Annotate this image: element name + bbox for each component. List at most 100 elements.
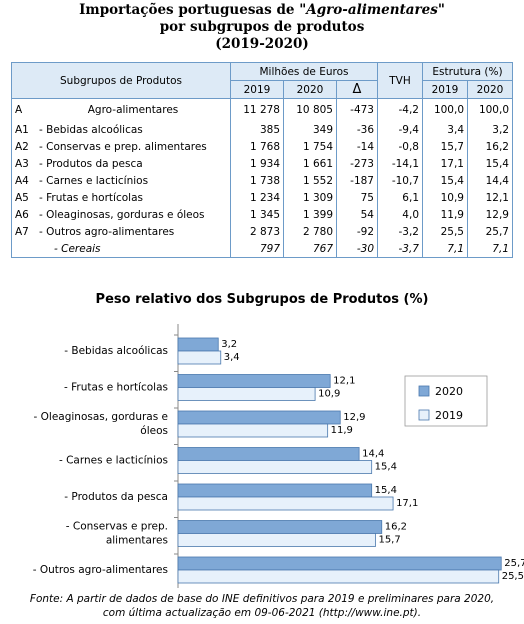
data-label: 10,9 bbox=[318, 389, 340, 400]
delta-cell: 75 bbox=[336, 189, 378, 206]
e2020-cell: 14,4 bbox=[467, 172, 513, 189]
v2020-cell: 767 bbox=[283, 240, 337, 258]
data-label: 3,4 bbox=[224, 352, 240, 363]
bar-2020 bbox=[177, 520, 383, 534]
tvh-cell: 6,1 bbox=[377, 189, 423, 206]
name-cell: Agro-alimentares bbox=[36, 98, 231, 121]
delta-cell: -187 bbox=[336, 172, 378, 189]
name-cell: - Produtos da pesca bbox=[36, 155, 231, 172]
code-cell: A5 bbox=[11, 189, 36, 206]
category-label: - Oleaginosas, gorduras e óleos bbox=[34, 411, 168, 437]
title-line1-italic: "Agro-alimentares" bbox=[299, 2, 445, 18]
bar-2020 bbox=[177, 556, 502, 571]
v2019-cell: 2 873 bbox=[230, 223, 284, 240]
header-tvh: TVH bbox=[377, 62, 423, 99]
delta-cell: -92 bbox=[336, 223, 378, 240]
bar-2020 bbox=[177, 374, 331, 388]
bar-2020 bbox=[177, 447, 360, 461]
tvh-cell: -0,8 bbox=[377, 138, 423, 155]
data-label: 16,2 bbox=[385, 522, 407, 533]
v2019-cell: 1 738 bbox=[230, 172, 284, 189]
e2019-cell: 25,5 bbox=[422, 223, 468, 240]
delta-cell: 54 bbox=[336, 206, 378, 223]
title-line1-prefix: Importações portuguesas de bbox=[79, 2, 300, 18]
e2020-cell: 16,2 bbox=[467, 138, 513, 155]
header-milhoes: Milhões de Euros bbox=[230, 62, 378, 81]
legend-box bbox=[404, 375, 488, 427]
v2020-cell: 1 309 bbox=[283, 189, 337, 206]
v2019-cell: 1 345 bbox=[230, 206, 284, 223]
name-cell: - Oleaginosas, gorduras e óleos bbox=[36, 206, 231, 223]
data-label: 12,9 bbox=[343, 412, 365, 423]
data-label: 25,7 bbox=[504, 558, 524, 569]
delta-cell: -273 bbox=[336, 155, 378, 172]
header-y2020: 2020 bbox=[283, 80, 337, 99]
e2019-cell: 15,7 bbox=[422, 138, 468, 155]
name-cell: - Frutas e hortícolas bbox=[36, 189, 231, 206]
e2020-cell: 100,0 bbox=[467, 98, 513, 121]
v2019-cell: 11 278 bbox=[230, 98, 284, 121]
name-cell: - Carnes e lacticínios bbox=[36, 172, 231, 189]
e2019-cell: 17,1 bbox=[422, 155, 468, 172]
delta-cell: -30 bbox=[336, 240, 378, 258]
source-note: Fonte: A partir de dados de base do INE … bbox=[0, 592, 524, 620]
data-label: 3,2 bbox=[221, 339, 237, 350]
bar-2020 bbox=[177, 410, 341, 425]
bar-2019 bbox=[177, 387, 316, 401]
data-label: 14,4 bbox=[362, 449, 384, 460]
v2020-cell: 1 754 bbox=[283, 138, 337, 155]
data-label: 15,7 bbox=[378, 535, 400, 546]
code-cell: A7 bbox=[11, 223, 36, 240]
source-line1: Fonte: A partir de dados de base do INE … bbox=[29, 593, 495, 605]
legend-label: 2019 bbox=[435, 409, 463, 422]
v2019-cell: 1 934 bbox=[230, 155, 284, 172]
v2020-cell: 349 bbox=[283, 121, 337, 138]
header-e2020: 2020 bbox=[467, 80, 513, 99]
chart-title: Peso relativo dos Subgrupos de Produtos … bbox=[95, 292, 429, 307]
data-label: 25,5 bbox=[502, 571, 524, 582]
table-row: A2- Conservas e prep. alimentares 1 768 1 … bbox=[11, 138, 513, 155]
table-row: A5- Frutas e hortícolas 1 234 1 309 75 6,1 10… bbox=[11, 189, 513, 206]
header-delta: Δ bbox=[336, 80, 378, 99]
header-subgrupos: Subgrupos de Produtos bbox=[11, 62, 231, 99]
legend-swatch bbox=[418, 385, 430, 397]
code-cell: A bbox=[11, 98, 36, 121]
tvh-cell: 4,0 bbox=[377, 206, 423, 223]
category-label: - Produtos da pesca bbox=[64, 491, 168, 503]
table-row: A3- Produtos da pesca 1 934 1 661 -273 -14,1… bbox=[11, 155, 513, 172]
table-row: A6- Oleaginosas, gorduras e óleos 1 345 1 … bbox=[11, 206, 513, 223]
delta-cell: -14 bbox=[336, 138, 378, 155]
data-label: 11,9 bbox=[331, 425, 353, 436]
v2019-cell: 385 bbox=[230, 121, 284, 138]
table-row: A4- Carnes e lacticínios 1 738 1 552 -187 -1… bbox=[11, 172, 513, 189]
name-cell: - Bebidas alcoólicas bbox=[36, 121, 231, 138]
e2020-cell: 12,1 bbox=[467, 189, 513, 206]
delta-cell: -36 bbox=[336, 121, 378, 138]
name-cell: - Outros agro-alimentares bbox=[36, 223, 231, 240]
table-header-row-1: Subgrupos de Produtos Milhões de Euros T… bbox=[11, 62, 513, 99]
title-line3: (2019-2020) bbox=[215, 36, 309, 52]
e2019-cell: 7,1 bbox=[422, 240, 468, 258]
header-y2019: 2019 bbox=[230, 80, 284, 99]
e2020-cell: 25,7 bbox=[467, 223, 513, 240]
e2020-cell: 3,2 bbox=[467, 121, 513, 138]
table-row: A7- Outros agro-alimentares 2 873 2 780 -92… bbox=[11, 223, 513, 240]
bar-2019 bbox=[177, 533, 376, 547]
code-cell bbox=[11, 240, 36, 258]
category-label: - Carnes e lacticínios bbox=[59, 455, 168, 467]
e2019-cell: 15,4 bbox=[422, 172, 468, 189]
header-estrutura: Estrutura (%) bbox=[422, 62, 513, 81]
source-line2: com última actualização em 09-06-2021 (h… bbox=[102, 607, 422, 619]
e2019-cell: 10,9 bbox=[422, 189, 468, 206]
table-row: - Cereais 797 767 -30 -3,7 7,1 7,1 bbox=[11, 240, 513, 258]
v2020-cell: 2 780 bbox=[283, 223, 337, 240]
category-label: - Conservas e prep. alimentares bbox=[66, 521, 168, 547]
code-cell: A1 bbox=[11, 121, 36, 138]
v2020-cell: 1 661 bbox=[283, 155, 337, 172]
bar-2019 bbox=[177, 460, 373, 474]
category-label: - Outros agro-alimentares bbox=[33, 564, 168, 576]
tvh-cell: -9,4 bbox=[377, 121, 423, 138]
code-cell: A4 bbox=[11, 172, 36, 189]
v2019-cell: 1 768 bbox=[230, 138, 284, 155]
e2019-cell: 11,9 bbox=[422, 206, 468, 223]
